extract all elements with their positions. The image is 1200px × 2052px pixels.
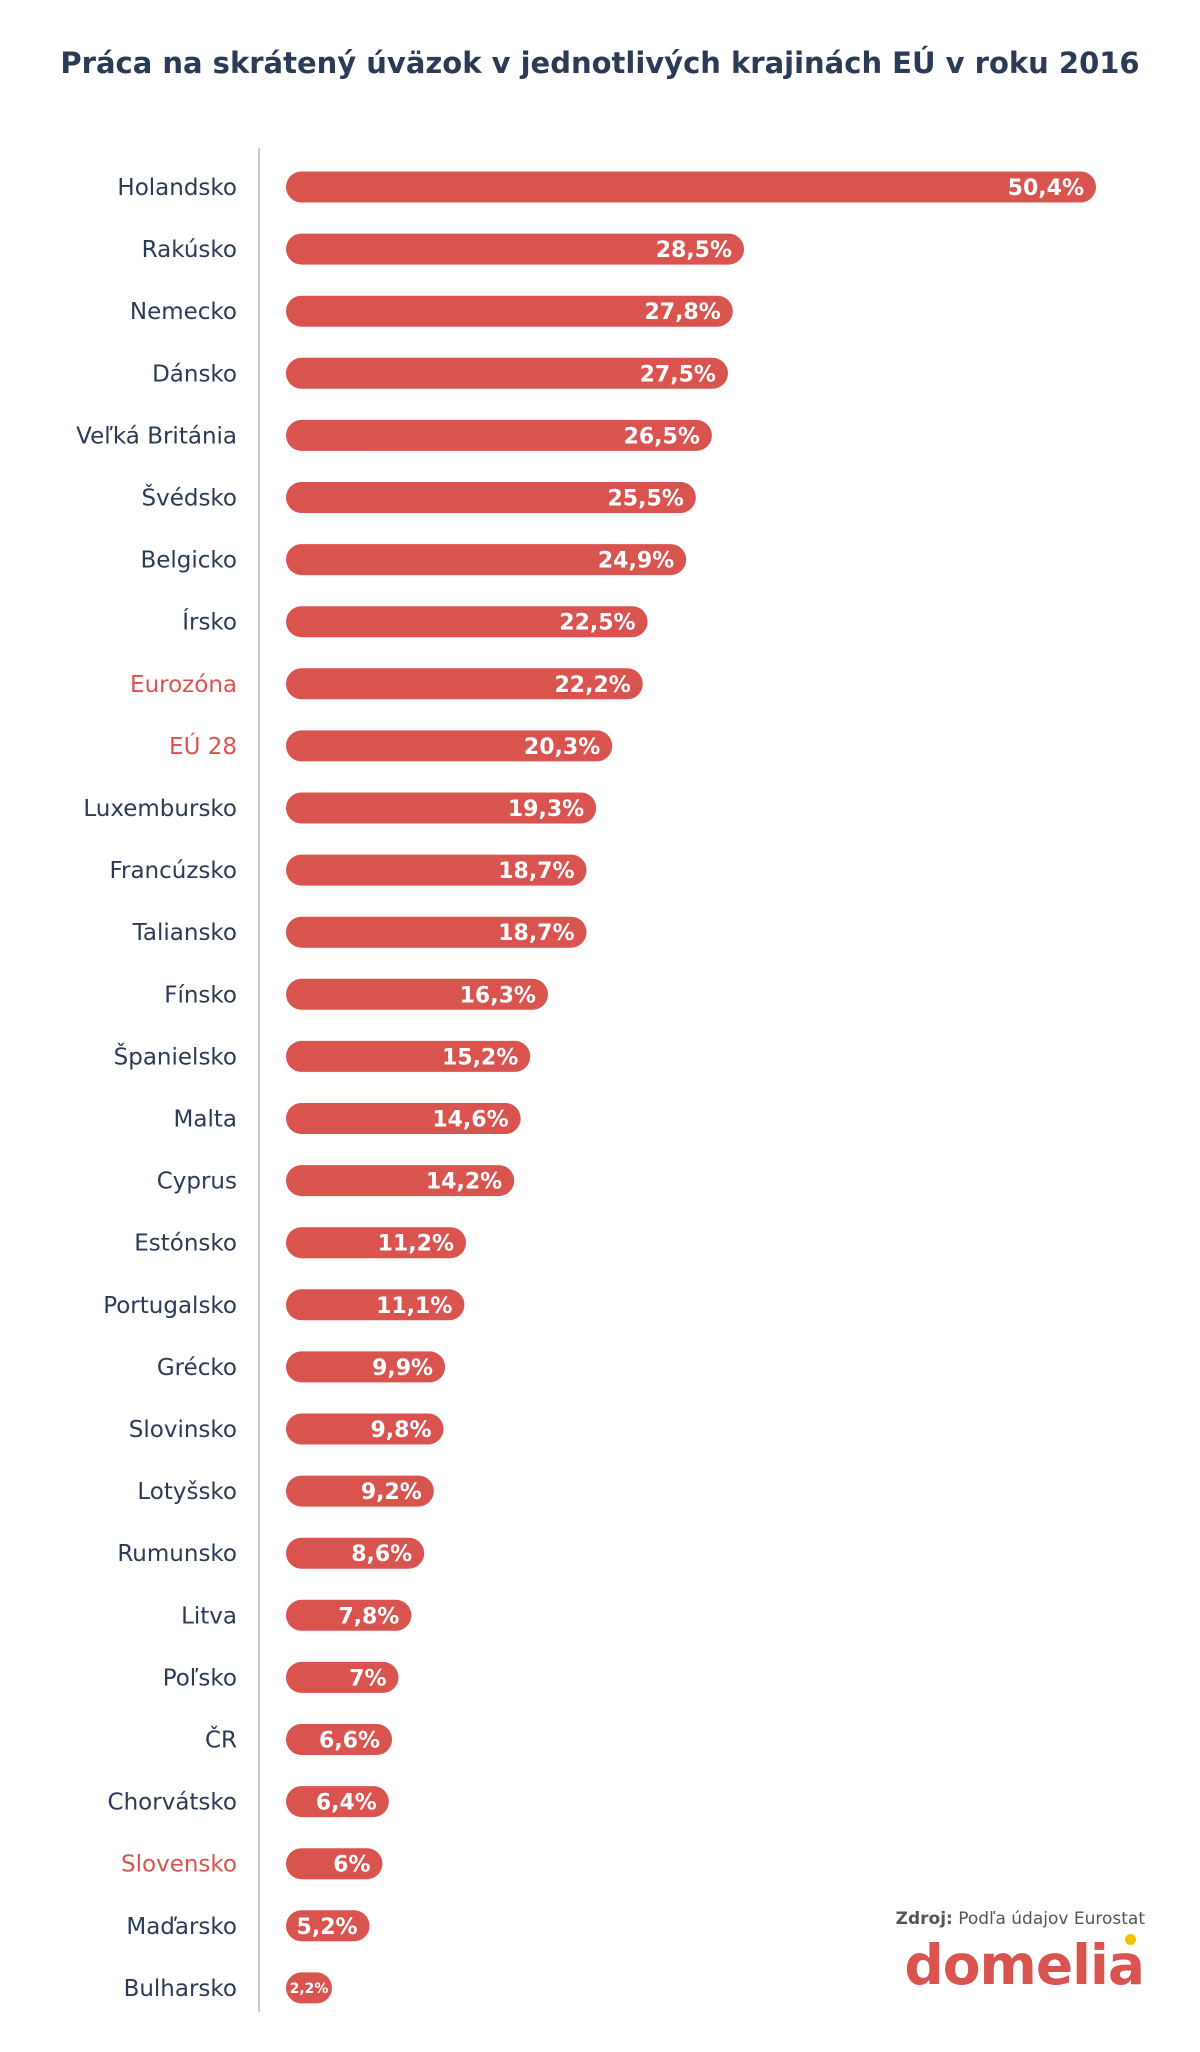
- category-label: Grécko: [157, 1355, 237, 1381]
- category-label: Litva: [181, 1603, 237, 1629]
- value-label: 6,6%: [319, 1729, 380, 1754]
- value-label: 25,5%: [607, 487, 683, 512]
- value-label: 7%: [349, 1666, 386, 1691]
- value-label: 9,9%: [372, 1356, 433, 1381]
- value-label: 11,1%: [376, 1294, 452, 1319]
- category-label: Portugalsko: [103, 1293, 237, 1319]
- category-label: Írsko: [182, 608, 237, 636]
- category-label: Chorvátsko: [108, 1790, 237, 1816]
- bar: [286, 668, 643, 700]
- value-label: 27,5%: [640, 362, 716, 387]
- value-label: 7,8%: [338, 1604, 399, 1629]
- value-label: 22,5%: [559, 611, 635, 636]
- value-label: 6%: [333, 1853, 370, 1878]
- bar: [286, 482, 696, 513]
- category-label: Eurozóna: [130, 672, 237, 698]
- bar: [286, 1413, 444, 1445]
- category-label: Francúzsko: [109, 858, 237, 884]
- bar: [286, 1040, 531, 1072]
- value-label: 2,2%: [290, 1981, 329, 1997]
- value-label: 19,3%: [508, 797, 584, 822]
- category-label: Taliansko: [132, 920, 237, 946]
- value-label: 14,6%: [432, 1108, 508, 1133]
- value-label: 20,3%: [524, 735, 600, 760]
- bar: [286, 233, 745, 265]
- category-label: Malta: [174, 1107, 237, 1133]
- value-label: 50,4%: [1008, 176, 1084, 201]
- bar: [286, 419, 712, 451]
- bar: [286, 1351, 446, 1383]
- category-label: Poľsko: [163, 1665, 237, 1691]
- value-label: 9,2%: [361, 1480, 422, 1505]
- value-label: 18,7%: [498, 859, 574, 884]
- bar: [286, 1724, 393, 1755]
- category-label: Maďarsko: [126, 1914, 237, 1940]
- bar: [286, 916, 587, 948]
- value-label: 16,3%: [460, 983, 536, 1008]
- bar: [286, 171, 1096, 203]
- category-label: Lotyšsko: [137, 1479, 237, 1505]
- bar: [286, 1972, 332, 2004]
- bar: [286, 1848, 383, 1880]
- bar: [286, 1227, 466, 1259]
- category-label: Belgicko: [140, 548, 237, 574]
- bar: [286, 1537, 425, 1569]
- category-label: ČR: [205, 1726, 237, 1754]
- bar: [286, 357, 728, 389]
- value-label: 24,9%: [598, 549, 674, 574]
- category-label: Slovensko: [121, 1852, 237, 1878]
- value-label: 22,2%: [554, 673, 630, 698]
- category-label: Holandsko: [117, 175, 237, 201]
- bar: [286, 606, 648, 638]
- bar: [286, 1599, 412, 1631]
- value-label: 9,8%: [370, 1418, 431, 1443]
- category-label: Rumunsko: [117, 1541, 237, 1567]
- value-label: 27,8%: [644, 300, 720, 325]
- bar: [286, 1910, 370, 1942]
- bars-group: Holandsko 50,4% Rakúsko 28,5% Nemecko 27,8% Dá…: [76, 171, 1096, 2004]
- bar: [286, 730, 613, 762]
- bar: [286, 978, 548, 1010]
- logo-dot: [1125, 1934, 1136, 1945]
- bar: [286, 1289, 465, 1321]
- value-label: 26,5%: [624, 424, 700, 449]
- bar: [286, 544, 687, 576]
- chart-title: Práca na skrátený úväzok v jednotlivých …: [60, 46, 1140, 80]
- category-label: Španielsko: [114, 1042, 237, 1070]
- bar: [286, 854, 587, 886]
- category-label: Veľká Británia: [76, 423, 237, 449]
- category-label: Slovinsko: [129, 1417, 237, 1443]
- value-label: 14,2%: [426, 1170, 502, 1195]
- bar: [286, 1475, 434, 1507]
- category-label: Dánsko: [152, 361, 237, 387]
- value-label: 11,2%: [378, 1232, 454, 1257]
- source-label: Zdroj:: [895, 1909, 953, 1929]
- value-label: 28,5%: [656, 238, 732, 263]
- source-text: Podľa údajov Eurostat: [952, 1909, 1145, 1929]
- bar: [286, 1661, 399, 1693]
- value-label: 8,6%: [351, 1542, 412, 1567]
- category-label: Bulharsko: [124, 1976, 237, 2002]
- bar: [286, 1165, 515, 1197]
- category-label: Fínsko: [164, 982, 237, 1008]
- source-note: Zdroj: Podľa údajov Eurostat: [896, 1909, 1145, 1929]
- bar: [286, 1103, 521, 1134]
- category-label: Estónsko: [134, 1231, 237, 1257]
- category-label: Luxembursko: [83, 796, 237, 822]
- value-label: 15,2%: [442, 1045, 518, 1070]
- category-label: Švédsko: [141, 484, 237, 512]
- domelia-logo: domelia: [904, 1933, 1145, 1997]
- value-label: 5,2%: [297, 1915, 358, 1940]
- bar: [286, 295, 733, 327]
- category-label: Cyprus: [157, 1169, 237, 1195]
- value-label: 6,4%: [316, 1791, 377, 1816]
- category-label: Rakúsko: [142, 237, 237, 263]
- value-label: 18,7%: [498, 921, 574, 946]
- bar: [286, 792, 597, 824]
- category-label: Nemecko: [130, 299, 237, 325]
- category-label: EÚ 28: [169, 732, 237, 760]
- bar: [286, 1786, 389, 1818]
